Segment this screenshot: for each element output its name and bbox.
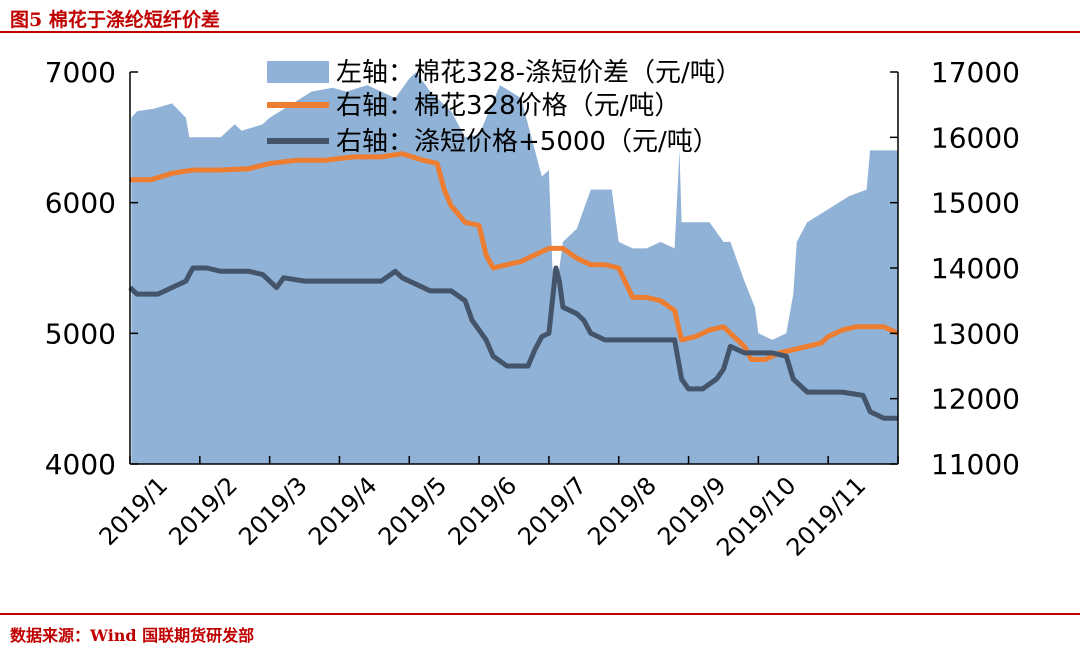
- right-tick-label: 11000: [931, 448, 1020, 481]
- source-rule: [0, 613, 1080, 615]
- legend-label: 右轴：涤短价格+5000（元/吨）: [336, 127, 719, 157]
- right-tick-label: 17000: [931, 56, 1020, 89]
- right-tick-label: 15000: [931, 187, 1020, 220]
- axes: [129, 71, 899, 465]
- right-tick-label: 12000: [931, 383, 1020, 416]
- figure-title: 图5 棉花于涤纶短纤价差: [10, 9, 220, 31]
- legend-swatch-area: [267, 61, 329, 83]
- legend: 左轴：棉花328-涤短价差（元/吨）右轴：棉花328价格（元/吨） 右轴：涤短价格…: [267, 58, 742, 157]
- legend-label: 左轴：棉花328-涤短价差（元/吨）: [336, 58, 742, 88]
- right-tick-label: 16000: [931, 121, 1020, 154]
- right-tick-label: 13000: [931, 317, 1020, 350]
- chart: 4000 5000 6000 7000 11000 12000 13000 14000 1500…: [45, 56, 1020, 562]
- x-tick-label: 2019/7: [513, 471, 593, 551]
- x-tick-label: 2019/2: [163, 471, 243, 551]
- x-tick-label: 2019/4: [303, 471, 383, 551]
- series-area-spread: [131, 72, 898, 464]
- legend-label: 右轴：棉花328价格（元/吨）: [336, 91, 680, 121]
- x-tick-label: 2019/6: [443, 471, 523, 551]
- series-line-cotton-price: [130, 151, 900, 362]
- left-tick-label: 5000: [45, 317, 116, 350]
- left-tick-label: 4000: [45, 448, 116, 481]
- x-tick-label: 2019/5: [373, 471, 453, 551]
- right-tick-label: 14000: [931, 252, 1020, 285]
- plot-area: [128, 72, 900, 464]
- left-tick-label: 6000: [45, 187, 116, 220]
- series-line-polyester-price: [128, 265, 898, 421]
- x-tick-label: 2019/3: [233, 471, 313, 551]
- figure-source: 数据来源：Wind 国联期货研发部: [10, 626, 255, 645]
- x-tick-label: 2019/1: [94, 471, 174, 551]
- x-tick-label: 2019/8: [582, 471, 662, 551]
- title-rule: [0, 31, 1080, 33]
- left-tick-label: 7000: [45, 56, 116, 89]
